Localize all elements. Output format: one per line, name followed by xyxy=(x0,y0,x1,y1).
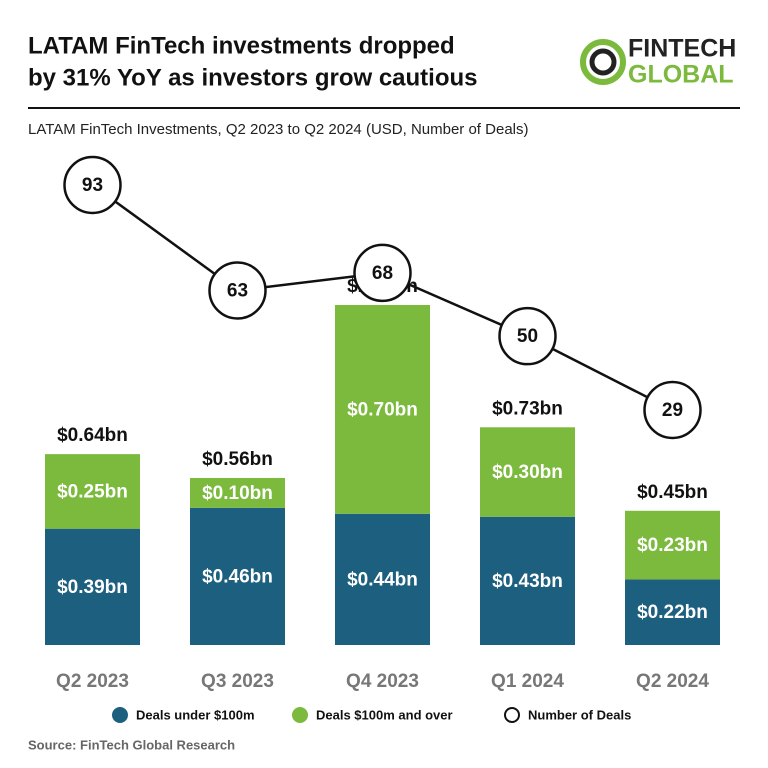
legend-label: Deals under $100m xyxy=(136,707,255,722)
x-tick-label: Q2 2024 xyxy=(636,671,709,692)
logo-ring xyxy=(580,39,626,85)
logo-text: GLOBAL xyxy=(628,61,734,89)
total-label: $0.56bn xyxy=(202,449,273,470)
source: Source: FinTech Global Research xyxy=(28,737,235,752)
deals-marker xyxy=(63,155,122,215)
segment-label: $0.30bn xyxy=(492,462,563,483)
total-label: $0.73bn xyxy=(492,398,563,419)
bar-segment xyxy=(625,510,720,580)
segment-label: $0.22bn xyxy=(637,602,708,623)
chart-title: LATAM FinTech investments dropped xyxy=(28,32,455,59)
total-label: $0.64bn xyxy=(57,425,128,446)
logo-text: FINTECH xyxy=(628,35,736,63)
segment-label: $0.44bn xyxy=(347,569,418,590)
deals-marker xyxy=(643,380,702,440)
deals-label: 50 xyxy=(517,326,538,347)
bar-segment xyxy=(625,579,720,645)
deals-label: 68 xyxy=(372,263,393,284)
x-tick-label: Q3 2023 xyxy=(201,671,274,692)
segment-label: $0.23bn xyxy=(637,535,708,556)
legend-swatch xyxy=(292,707,308,723)
segment-label: $0.10bn xyxy=(202,483,273,504)
chart-title: by 31% YoY as investors grow cautious xyxy=(28,64,478,91)
legend-label: Number of Deals xyxy=(528,707,631,722)
bar-segment xyxy=(480,427,575,517)
logo: FINTECH GLOBAL xyxy=(580,35,736,89)
deals-marker xyxy=(208,261,267,320)
x-tick-label: Q4 2023 xyxy=(346,671,419,692)
segment-label: $0.25bn xyxy=(57,481,128,502)
x-tick-label: Q2 2023 xyxy=(56,671,129,692)
legend-swatch xyxy=(112,707,128,723)
total-label: $0.45bn xyxy=(637,482,708,503)
bar-segment xyxy=(335,513,430,645)
deals-label: 29 xyxy=(662,400,683,421)
bar-segment xyxy=(335,305,430,514)
segment-label: $0.46bn xyxy=(202,566,273,587)
logo-ring xyxy=(589,48,617,76)
deals-label: 63 xyxy=(227,280,248,301)
bar-segment xyxy=(45,528,140,645)
bar-segment xyxy=(190,477,285,508)
segment-label: $0.70bn xyxy=(347,399,418,420)
deals-marker xyxy=(353,243,412,303)
x-tick-label: Q1 2024 xyxy=(491,671,564,692)
segment-label: $0.39bn xyxy=(57,577,128,598)
legend-swatch xyxy=(504,707,520,723)
deals-marker xyxy=(498,306,557,366)
deals-label: 93 xyxy=(82,175,103,196)
bar-segment xyxy=(45,454,140,529)
bar-segment xyxy=(190,507,285,645)
segment-label: $0.43bn xyxy=(492,571,563,592)
chart-subtitle: LATAM FinTech Investments, Q2 2023 to Q2… xyxy=(28,121,529,138)
legend-label: Deals $100m and over xyxy=(316,707,453,722)
bar-segment xyxy=(480,516,575,645)
